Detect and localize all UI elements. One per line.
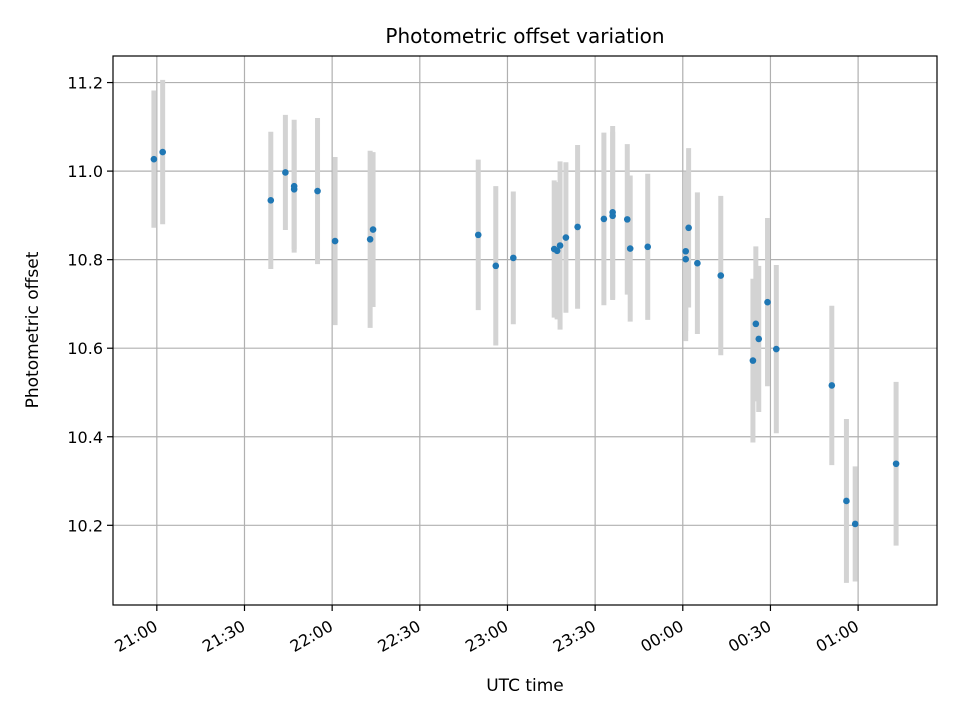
chart-title: Photometric offset variation: [385, 24, 664, 48]
data-point: [851, 520, 859, 528]
data-point: [843, 497, 850, 505]
data-point: [623, 216, 631, 223]
data-point: [626, 245, 634, 252]
y-tick-label: 11.0: [67, 162, 103, 181]
data-point: [609, 212, 616, 220]
grid-layer: [113, 56, 937, 605]
data-point: [694, 259, 701, 267]
data-point: [772, 345, 780, 353]
plot-frame: [112, 55, 938, 606]
data-point: [267, 197, 275, 204]
data-point: [755, 335, 763, 343]
y-tick-label: 10.8: [67, 251, 103, 270]
data-point: [159, 148, 166, 156]
data-point: [892, 460, 900, 468]
data-point: [562, 234, 570, 241]
point-layer: [150, 148, 900, 528]
data-point: [828, 382, 836, 389]
data-point: [282, 169, 289, 176]
x-axis-label: UTC time: [486, 676, 564, 696]
data-point: [553, 247, 561, 255]
y-tick-label: 10.2: [67, 516, 103, 535]
data-point: [682, 247, 690, 255]
data-point: [314, 187, 321, 195]
data-point: [556, 242, 564, 249]
y-axis-ticks: 10.2 10.4 10.6 10.8 11.0 11.2: [67, 74, 113, 535]
data-point: [510, 254, 517, 262]
data-point: [492, 262, 500, 270]
data-point: [331, 237, 339, 245]
data-point: [749, 357, 757, 364]
data-point: [752, 320, 760, 328]
data-point: [150, 155, 158, 163]
y-tick-label: 10.4: [67, 428, 103, 447]
y-tick-label: 10.6: [67, 339, 103, 358]
data-point: [717, 272, 725, 279]
data-point: [369, 226, 377, 233]
data-point: [290, 182, 298, 190]
data-point: [366, 235, 374, 243]
data-point: [574, 223, 581, 231]
data-point: [682, 255, 690, 263]
data-point: [644, 243, 652, 251]
data-point: [474, 231, 482, 239]
y-tick-label: 11.2: [67, 74, 103, 93]
y-axis-label: Photometric offset: [23, 251, 43, 408]
data-point: [764, 298, 771, 306]
data-point: [685, 224, 692, 232]
data-point: [600, 215, 608, 223]
